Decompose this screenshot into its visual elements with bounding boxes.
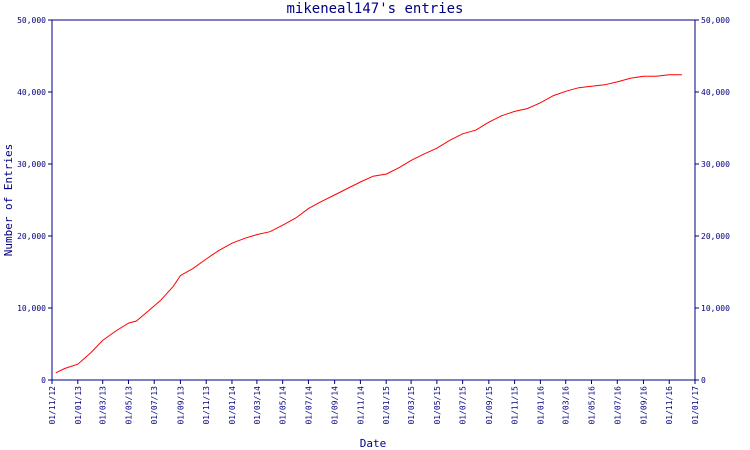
x-axis-label: Date — [360, 437, 387, 450]
x-tick-label: 01/07/15 — [459, 386, 468, 425]
series-line — [55, 74, 682, 374]
x-tick-label: 01/09/14 — [331, 386, 340, 425]
x-tick-label: 01/03/15 — [407, 386, 416, 425]
x-tick-label: 01/01/14 — [228, 386, 237, 425]
y-tick-label-left: 0 — [41, 376, 46, 385]
x-tick-label: 01/09/15 — [485, 386, 494, 425]
x-axis: 01/11/12 01/01/13 01/03/13 01/05/13 01/07/13… — [48, 380, 700, 425]
x-tick-label: 01/09/13 — [176, 386, 185, 425]
y-tick-label-right: 0 — [701, 376, 706, 385]
y-tick-label-right: 20,000 — [701, 232, 730, 241]
y-axis-right: 0 10,000 20,000 30,000 40,000 50,000 — [695, 16, 730, 385]
x-tick-label: 01/05/13 — [124, 386, 133, 425]
x-tick-label: 01/05/14 — [279, 386, 288, 425]
x-tick-label: 01/03/13 — [99, 386, 108, 425]
x-tick-label: 01/09/16 — [639, 386, 648, 425]
x-tick-label: 01/11/12 — [48, 386, 57, 425]
y-tick-label-right: 40,000 — [701, 88, 730, 97]
y-axis-label: Number of Entries — [2, 144, 15, 257]
x-tick-label: 01/01/16 — [536, 386, 545, 425]
y-tick-label-right: 30,000 — [701, 160, 730, 169]
y-tick-label-left: 40,000 — [17, 88, 46, 97]
y-tick-label-left: 30,000 — [17, 160, 46, 169]
x-tick-label: 01/07/13 — [150, 386, 159, 425]
x-tick-label: 01/07/14 — [304, 386, 313, 425]
chart-title: mikeneal147's entries — [286, 1, 463, 17]
x-tick-label: 01/01/15 — [382, 386, 391, 425]
y-tick-label-left: 50,000 — [17, 16, 46, 25]
y-tick-label-left: 20,000 — [17, 232, 46, 241]
x-tick-label: 01/01/13 — [74, 386, 83, 425]
y-tick-label-right: 10,000 — [701, 304, 730, 313]
plot-frame — [51, 19, 696, 381]
x-tick-label: 01/05/16 — [587, 386, 596, 425]
x-tick-label: 01/11/14 — [356, 386, 365, 425]
y-axis-left: 0 10,000 20,000 30,000 40,000 50,000 — [17, 16, 52, 385]
y-tick-label-right: 50,000 — [701, 16, 730, 25]
y-tick-label-left: 10,000 — [17, 304, 46, 313]
x-tick-label: 01/05/15 — [433, 386, 442, 425]
x-tick-label: 01/01/17 — [691, 386, 700, 425]
x-tick-label: 01/11/16 — [665, 386, 674, 425]
x-tick-label: 01/03/16 — [562, 386, 571, 425]
x-tick-label: 01/11/13 — [202, 386, 211, 425]
x-tick-label: 01/03/14 — [253, 386, 262, 425]
x-tick-label: 01/07/16 — [613, 386, 622, 425]
x-tick-label: 01/11/15 — [511, 386, 520, 425]
